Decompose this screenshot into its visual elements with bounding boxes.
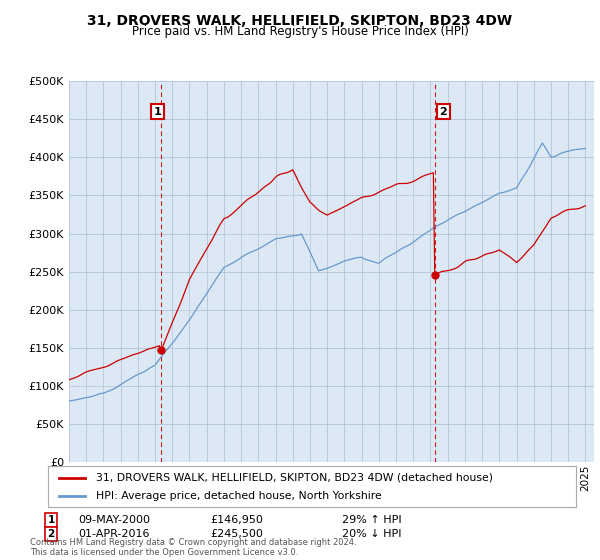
Text: HPI: Average price, detached house, North Yorkshire: HPI: Average price, detached house, Nort… [95,491,381,501]
Text: 31, DROVERS WALK, HELLIFIELD, SKIPTON, BD23 4DW: 31, DROVERS WALK, HELLIFIELD, SKIPTON, B… [88,14,512,28]
Text: 01-APR-2016: 01-APR-2016 [78,529,149,539]
Text: 29% ↑ HPI: 29% ↑ HPI [342,515,401,525]
Text: Price paid vs. HM Land Registry's House Price Index (HPI): Price paid vs. HM Land Registry's House … [131,25,469,38]
Text: 20% ↓ HPI: 20% ↓ HPI [342,529,401,539]
Text: 2: 2 [47,529,55,539]
Text: 2: 2 [440,106,447,116]
Text: 1: 1 [154,106,161,116]
Text: 09-MAY-2000: 09-MAY-2000 [78,515,150,525]
Text: £245,500: £245,500 [210,529,263,539]
Text: 31, DROVERS WALK, HELLIFIELD, SKIPTON, BD23 4DW (detached house): 31, DROVERS WALK, HELLIFIELD, SKIPTON, B… [95,473,493,483]
Text: £146,950: £146,950 [210,515,263,525]
Text: Contains HM Land Registry data © Crown copyright and database right 2024.
This d: Contains HM Land Registry data © Crown c… [30,538,356,557]
Text: 1: 1 [47,515,55,525]
